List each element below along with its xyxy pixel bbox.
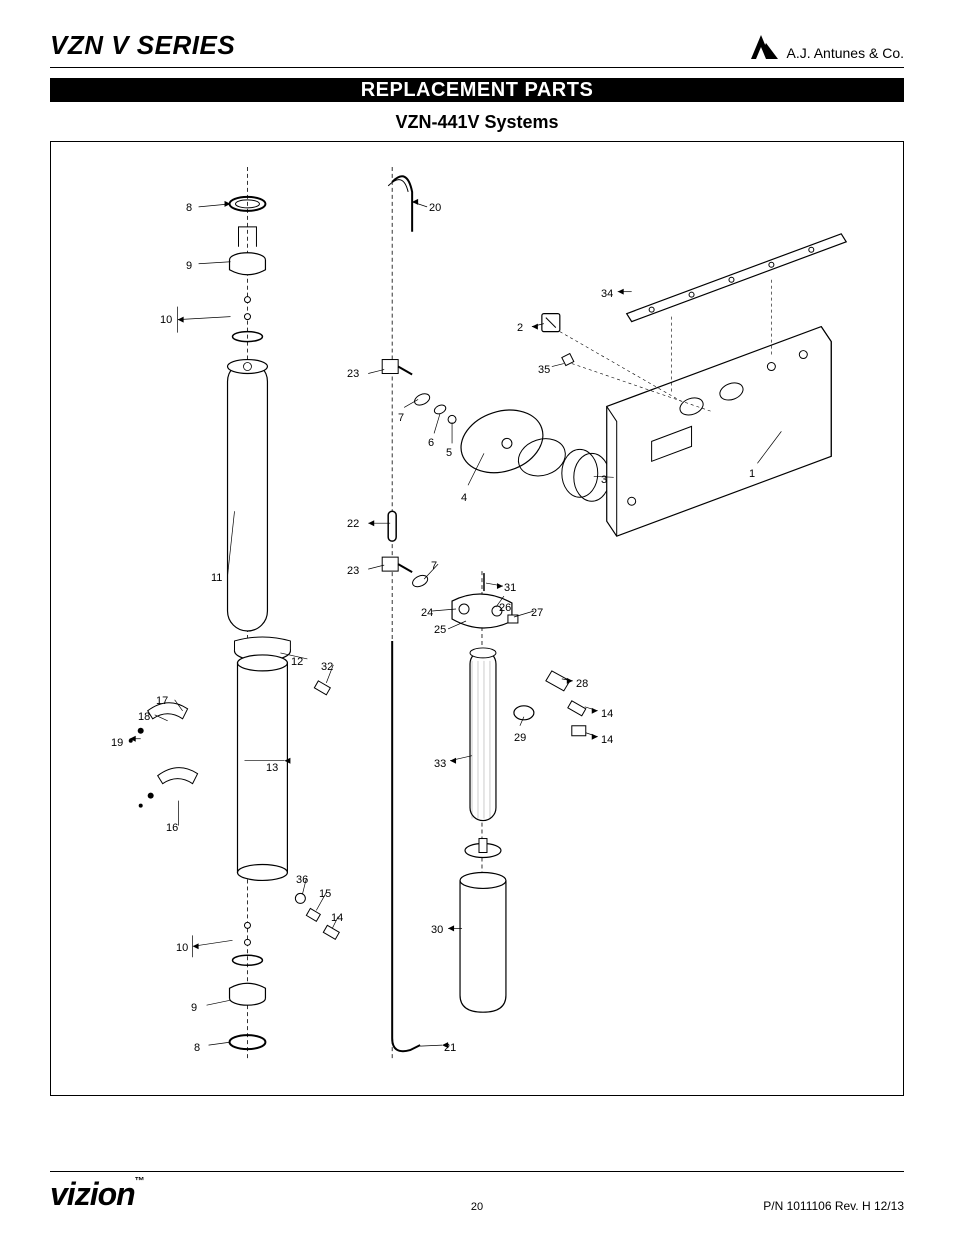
callout-8: 8 <box>194 1042 200 1054</box>
page-container: VZN V SERIES A.J. Antunes & Co. REPLACEM… <box>0 0 954 1235</box>
callout-12: 12 <box>291 656 303 668</box>
callout-3: 3 <box>601 474 607 486</box>
callout-18: 18 <box>138 711 150 723</box>
callout-32: 32 <box>321 661 333 673</box>
callout-23: 23 <box>347 368 359 380</box>
header-rule <box>50 67 904 68</box>
callout-11: 11 <box>211 572 222 584</box>
callout-1: 1 <box>749 468 755 480</box>
callout-14: 14 <box>331 912 343 924</box>
section-bar: REPLACEMENT PARTS <box>50 78 904 102</box>
callout-33: 33 <box>434 758 446 770</box>
callout-23: 23 <box>347 565 359 577</box>
callout-29: 29 <box>514 732 526 744</box>
callout-19: 19 <box>111 737 123 749</box>
callout-10: 10 <box>160 314 172 326</box>
page-number: 20 <box>471 1201 483 1213</box>
system-subtitle: VZN-441V Systems <box>50 112 904 133</box>
header-row: VZN V SERIES A.J. Antunes & Co. <box>50 30 904 61</box>
callout-7: 7 <box>398 412 404 424</box>
part-revision: P/N 1011106 Rev. H 12/13 <box>763 1199 904 1213</box>
callout-25: 25 <box>434 624 446 636</box>
callout-15: 15 <box>319 888 331 900</box>
callout-5: 5 <box>446 447 452 459</box>
callout-7: 7 <box>431 560 437 572</box>
company-name: A.J. Antunes & Co. <box>786 45 904 61</box>
series-title: VZN V SERIES <box>50 30 235 61</box>
callout-24: 24 <box>421 607 433 619</box>
callout-35: 35 <box>538 364 550 376</box>
company-logo-icon <box>748 33 784 61</box>
callout-31: 31 <box>504 582 516 594</box>
callout-22: 22 <box>347 518 359 530</box>
callout-14: 14 <box>601 708 613 720</box>
callout-30: 30 <box>431 924 443 936</box>
callout-4: 4 <box>461 492 467 504</box>
callout-17: 17 <box>156 695 168 707</box>
brand-logo: vizion™ <box>50 1176 144 1213</box>
callout-27: 27 <box>531 607 543 619</box>
callout-20: 20 <box>429 202 441 214</box>
callout-13: 13 <box>266 762 278 774</box>
callout-10: 10 <box>176 942 188 954</box>
company-logo: A.J. Antunes & Co. <box>748 33 904 61</box>
callout-14: 14 <box>601 734 613 746</box>
callout-9: 9 <box>191 1002 197 1014</box>
callout-6: 6 <box>428 437 434 449</box>
callout-28: 28 <box>576 678 588 690</box>
callout-9: 9 <box>186 260 192 272</box>
page-footer: vizion™ 20 P/N 1011106 Rev. H 12/13 <box>50 1171 904 1213</box>
callout-21: 21 <box>444 1042 456 1054</box>
callout-36: 36 <box>296 874 308 886</box>
callout-26: 26 <box>499 602 511 614</box>
callout-2: 2 <box>517 322 523 334</box>
callout-34: 34 <box>601 288 613 300</box>
callout-8: 8 <box>186 202 192 214</box>
exploded-diagram-frame: 8910111217181913163615141098202376542223… <box>50 141 904 1096</box>
callout-16: 16 <box>166 822 178 834</box>
